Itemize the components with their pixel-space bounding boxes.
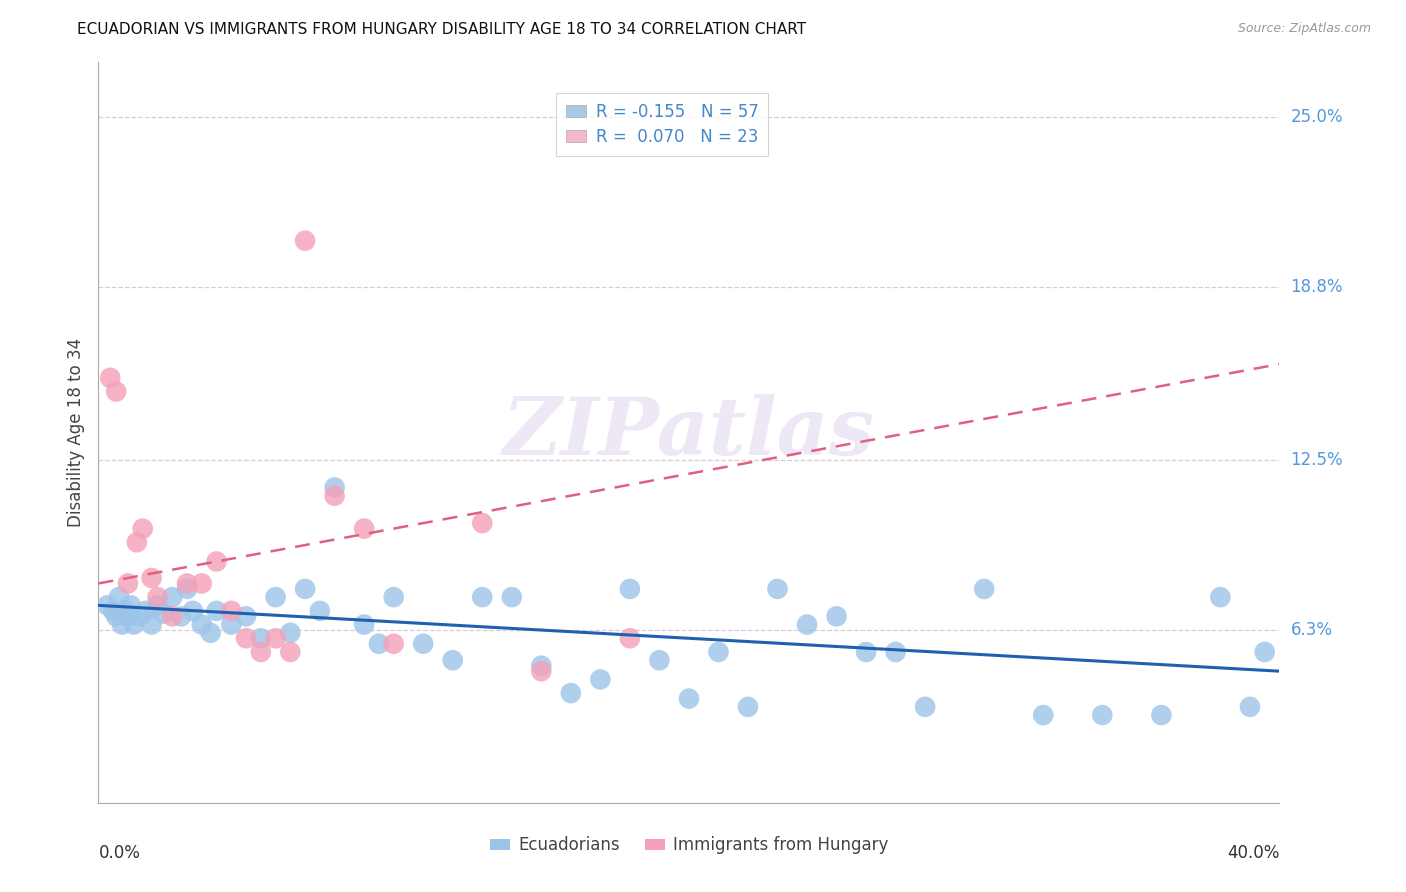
Point xyxy=(412,637,434,651)
Point xyxy=(471,590,494,604)
Point xyxy=(1091,708,1114,723)
Point xyxy=(176,582,198,596)
Y-axis label: Disability Age 18 to 34: Disability Age 18 to 34 xyxy=(66,338,84,527)
Point xyxy=(855,645,877,659)
Point xyxy=(170,609,193,624)
Point xyxy=(125,535,148,549)
Text: ZIPatlas: ZIPatlas xyxy=(503,394,875,471)
Point xyxy=(382,590,405,604)
Point xyxy=(205,554,228,568)
Point xyxy=(200,625,222,640)
Point xyxy=(181,604,204,618)
Text: 18.8%: 18.8% xyxy=(1291,278,1343,296)
Point xyxy=(152,607,174,621)
Point xyxy=(162,609,183,624)
Point xyxy=(132,522,155,536)
Point xyxy=(884,645,907,659)
Point xyxy=(560,686,582,700)
Point xyxy=(619,582,641,596)
Point xyxy=(141,617,163,632)
Point xyxy=(353,617,375,632)
Legend: Ecuadorians, Immigrants from Hungary: Ecuadorians, Immigrants from Hungary xyxy=(482,830,896,861)
Point xyxy=(382,637,405,651)
Point xyxy=(353,522,375,536)
Text: 0.0%: 0.0% xyxy=(98,844,141,862)
Point xyxy=(105,609,128,624)
Text: 6.3%: 6.3% xyxy=(1291,621,1333,639)
Point xyxy=(135,604,157,618)
Point xyxy=(766,582,789,596)
Point xyxy=(221,617,243,632)
Point xyxy=(205,604,228,618)
Point xyxy=(589,673,612,687)
Point xyxy=(111,617,134,632)
Point xyxy=(294,582,316,596)
Point xyxy=(235,632,257,646)
Text: 25.0%: 25.0% xyxy=(1291,108,1343,127)
Point xyxy=(825,609,848,624)
Point xyxy=(250,632,273,646)
Point xyxy=(737,699,759,714)
Point xyxy=(108,590,131,604)
Point xyxy=(146,590,169,604)
Point xyxy=(146,599,169,613)
Point xyxy=(323,480,346,494)
Point xyxy=(648,653,671,667)
Point xyxy=(619,632,641,646)
Point xyxy=(191,617,214,632)
Point xyxy=(264,590,287,604)
Point xyxy=(1209,590,1232,604)
Point xyxy=(530,658,553,673)
Text: ECUADORIAN VS IMMIGRANTS FROM HUNGARY DISABILITY AGE 18 TO 34 CORRELATION CHART: ECUADORIAN VS IMMIGRANTS FROM HUNGARY DI… xyxy=(77,22,807,37)
Text: Source: ZipAtlas.com: Source: ZipAtlas.com xyxy=(1237,22,1371,36)
Point xyxy=(128,609,150,624)
Point xyxy=(280,625,302,640)
Point xyxy=(176,576,198,591)
Point xyxy=(1150,708,1173,723)
Point xyxy=(114,604,136,618)
Point xyxy=(309,604,332,618)
Point xyxy=(707,645,730,659)
Point xyxy=(162,590,183,604)
Point xyxy=(1254,645,1277,659)
Point xyxy=(471,516,494,530)
Point xyxy=(120,599,142,613)
Point xyxy=(117,576,139,591)
Point xyxy=(141,571,163,585)
Point xyxy=(250,645,273,659)
Point xyxy=(103,604,125,618)
Point xyxy=(235,609,257,624)
Point xyxy=(441,653,464,667)
Point xyxy=(323,489,346,503)
Point xyxy=(96,599,118,613)
Point xyxy=(368,637,391,651)
Point xyxy=(105,384,128,399)
Point xyxy=(122,617,145,632)
Point xyxy=(1239,699,1261,714)
Point xyxy=(501,590,523,604)
Point xyxy=(973,582,995,596)
Point xyxy=(1032,708,1054,723)
Point xyxy=(264,632,287,646)
Point xyxy=(117,609,139,624)
Point xyxy=(294,234,316,248)
Text: 12.5%: 12.5% xyxy=(1291,451,1343,469)
Text: 40.0%: 40.0% xyxy=(1227,844,1279,862)
Point xyxy=(221,604,243,618)
Point xyxy=(914,699,936,714)
Point xyxy=(530,664,553,678)
Point xyxy=(796,617,818,632)
Point xyxy=(191,576,214,591)
Point xyxy=(98,371,121,385)
Point xyxy=(678,691,700,706)
Point xyxy=(280,645,302,659)
